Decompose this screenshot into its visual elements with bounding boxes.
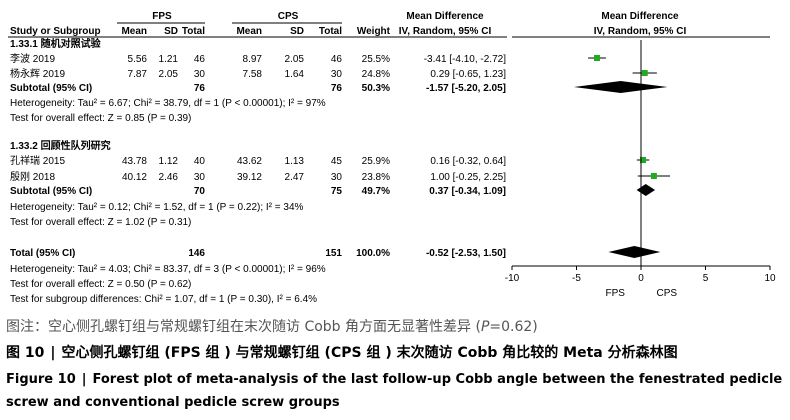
study-mean1: 40.12	[122, 172, 147, 183]
figure-title-cn: 图 10 | 空心侧孔螺钉组 (FPS 组 ) 与常规螺钉组 (CPS 组 ) 末次…	[6, 345, 678, 361]
subtotal-n2: 76	[331, 83, 343, 94]
study-sd1: 2.46	[159, 172, 179, 183]
study-n1: 30	[194, 172, 206, 183]
header-sd2: SD	[290, 26, 304, 37]
x-tick-label: 0	[638, 273, 644, 284]
study-ci: 0.29 [-0.65, 1.23]	[430, 69, 506, 80]
study-n1: 30	[194, 69, 206, 80]
study-name: 杨永辉 2019	[10, 67, 65, 80]
study-ci: 1.00 [-0.25, 2.25]	[430, 172, 506, 183]
header-method-text: IV, Random, 95% CI	[399, 26, 492, 37]
study-mean1: 43.78	[122, 156, 147, 167]
favours-right-label: CPS	[657, 288, 678, 299]
header-study: Study or Subgroup	[10, 26, 101, 37]
study-sd1: 1.12	[159, 156, 179, 167]
subtotal-ci: 0.37 [-0.34, 1.09]	[429, 186, 506, 197]
header-method-plot: IV, Random, 95% CI	[594, 26, 687, 37]
header-mean1: Mean	[121, 26, 147, 37]
subgroup-overall-effect: Test for overall effect: Z = 1.02 (P = 0…	[10, 217, 191, 228]
subtotal-ci: -1.57 [-5.20, 2.05]	[426, 83, 506, 94]
x-tick-label: -5	[572, 273, 581, 284]
subtotal-n1: 76	[194, 83, 206, 94]
x-tick-label: -10	[505, 273, 520, 284]
study-n2: 46	[331, 54, 343, 65]
study-n1: 46	[194, 54, 206, 65]
study-mean2: 43.62	[237, 156, 262, 167]
study-point-marker	[641, 70, 648, 76]
subtotal-label: Subtotal (95% CI)	[10, 186, 92, 197]
study-weight: 25.9%	[362, 156, 390, 167]
total-n2: 151	[325, 248, 342, 259]
subtotal-n2: 75	[331, 186, 343, 197]
subtotal-weight: 49.7%	[362, 186, 390, 197]
subgroup-heterogeneity: Heterogeneity: Tau² = 6.67; Chi² = 38.79…	[10, 98, 326, 109]
total-n1: 146	[188, 248, 205, 259]
study-mean2: 7.58	[243, 69, 263, 80]
study-sd1: 1.21	[159, 54, 179, 65]
study-mean2: 8.97	[243, 54, 263, 65]
header-weight: Weight	[357, 26, 391, 37]
study-n2: 30	[331, 172, 343, 183]
subgroup-title: 1.33.2 回顾性队列研究	[10, 139, 111, 152]
study-weight: 25.5%	[362, 54, 390, 65]
study-sd2: 2.47	[285, 172, 305, 183]
study-mean1: 7.87	[128, 69, 148, 80]
study-ci: 0.16 [-0.32, 0.64]	[430, 156, 506, 167]
x-tick-label: 5	[703, 273, 709, 284]
study-sd2: 1.64	[285, 69, 305, 80]
subtotal-weight: 50.3%	[362, 83, 390, 94]
study-mean2: 39.12	[237, 172, 262, 183]
study-name: 孔祥瑞 2015	[10, 154, 65, 167]
total-heterogeneity: Heterogeneity: Tau² = 4.03; Chi² = 83.37…	[10, 264, 326, 275]
study-name: 李波 2019	[10, 52, 55, 65]
subtotal-n1: 70	[194, 186, 206, 197]
study-point-marker	[640, 157, 647, 163]
header-md-plot: Mean Difference	[601, 11, 679, 22]
study-weight: 23.8%	[362, 172, 390, 183]
study-n1: 40	[194, 156, 206, 167]
study-name: 殷刚 2018	[10, 171, 55, 183]
header-group1: FPS	[152, 11, 172, 22]
study-ci: -3.41 [-4.10, -2.72]	[424, 54, 506, 65]
header-sd1: SD	[164, 26, 178, 37]
study-point-marker	[594, 55, 601, 61]
x-tick-label: 10	[764, 273, 776, 284]
header-total1: Total	[182, 26, 205, 37]
study-point-marker	[650, 173, 657, 179]
study-sd1: 2.05	[159, 69, 179, 80]
header-total2: Total	[319, 26, 342, 37]
header-group2: CPS	[278, 11, 299, 22]
favours-left-label: FPS	[605, 288, 625, 299]
subgroup-differences: Test for subgroup differences: Chi² = 1.…	[10, 294, 317, 305]
subtotal-diamond	[636, 184, 656, 196]
total-label: Total (95% CI)	[10, 248, 75, 259]
figure-title-en: Figure 10 | Forest plot of meta-analysis o…	[6, 372, 783, 410]
subgroup-overall-effect: Test for overall effect: Z = 0.85 (P = 0…	[10, 113, 191, 124]
study-sd2: 1.13	[285, 156, 305, 167]
total-overall-effect: Test for overall effect: Z = 0.50 (P = 0…	[10, 279, 191, 290]
subgroup-heterogeneity: Heterogeneity: Tau² = 0.12; Chi² = 1.52,…	[10, 202, 304, 213]
subtotal-diamond	[573, 81, 668, 93]
header-mean2: Mean	[236, 26, 262, 37]
study-n2: 45	[331, 156, 343, 167]
total-diamond	[608, 246, 661, 258]
study-weight: 24.8%	[362, 69, 390, 80]
total-weight: 100.0%	[356, 248, 390, 259]
study-sd2: 2.05	[285, 54, 305, 65]
figure-note: 图注：空心侧孔螺钉组与常规螺钉组在末次随访 Cobb 角方面无显著性差异 (P=…	[6, 319, 538, 335]
subgroup-title: 1.33.1 随机对照试验	[10, 37, 102, 50]
study-n2: 30	[331, 69, 343, 80]
total-ci: -0.52 [-2.53, 1.50]	[426, 248, 506, 259]
header-md-text: Mean Difference	[406, 11, 484, 22]
subtotal-label: Subtotal (95% CI)	[10, 83, 92, 94]
study-mean1: 5.56	[128, 54, 148, 65]
